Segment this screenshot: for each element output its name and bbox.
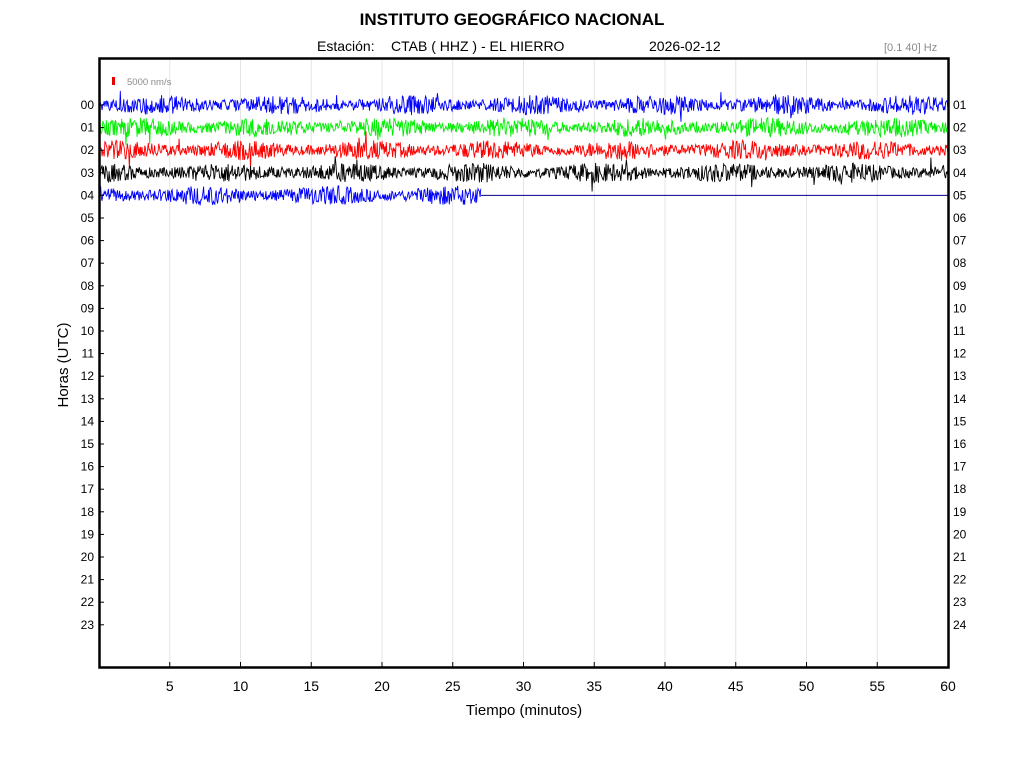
y-tick-label-right: 06 [953,211,967,225]
y-tick-label-left: 06 [81,234,95,248]
x-tick-label: 25 [445,678,461,694]
y-tick-label-right: 08 [953,256,967,270]
x-tick-label: 20 [374,678,390,694]
trace-hour-02 [99,131,949,170]
y-tick-label-right: 03 [953,143,967,157]
y-axis-title: Horas (UTC) [55,322,72,407]
x-tick-label: 50 [799,678,815,694]
y-tick-label-right: 23 [953,595,967,609]
station-name: CTAB ( HHZ ) - EL HIERRO [391,38,565,54]
scale-bar-icon [112,77,115,85]
y-tick-label-left: 07 [81,256,95,270]
station-label: Estación: [317,38,375,54]
x-axis-title: Tiempo (minutos) [466,702,582,719]
y-tick-label-left: 16 [81,460,95,474]
y-tick-label-left: 00 [81,98,95,112]
y-tick-label-right: 13 [953,369,967,383]
y-tick-label-left: 10 [81,324,95,338]
y-tick-label-left: 05 [81,211,95,225]
page-title: INSTITUTO GEOGRÁFICO NACIONAL [359,10,665,29]
filter-band: [0.1 40] Hz [884,42,938,54]
x-tick-label: 35 [586,678,602,694]
y-tick-label-right: 15 [953,414,967,428]
x-tick-label: 30 [516,678,532,694]
x-tick-label: 60 [940,678,956,694]
y-tick-label-left: 20 [81,550,95,564]
y-tick-label-left: 15 [81,437,95,451]
y-tick-label-left: 12 [81,369,95,383]
y-tick-label-right: 24 [953,618,967,632]
trace-hour-03 [99,156,949,192]
y-tick-label-left: 19 [81,527,95,541]
scale-bar-label: 5000 nm/s [127,77,172,88]
y-tick-label-right: 14 [953,392,967,406]
y-tick-label-right: 07 [953,234,967,248]
y-tick-label-left: 13 [81,392,95,406]
y-tick-label-right: 17 [953,460,967,474]
x-tick-label: 40 [657,678,673,694]
y-tick-label-right: 12 [953,347,967,361]
trace-hour-01 [99,116,949,145]
y-tick-label-left: 17 [81,482,95,496]
y-tick-label-right: 16 [953,437,967,451]
y-tick-label-left: 01 [81,121,95,135]
y-tick-label-right: 10 [953,301,967,315]
y-tick-label-left: 21 [81,573,95,587]
grid-lines [169,58,878,668]
y-tick-label-left: 18 [81,505,95,519]
trace-hour-00 [99,90,949,122]
y-tick-label-right: 05 [953,188,967,202]
y-tick-label-right: 22 [953,573,967,587]
y-tick-label-right: 11 [953,324,966,338]
y-tick-label-left: 08 [81,279,95,293]
x-tick-label: 45 [728,678,744,694]
y-tick-label-right: 19 [953,505,967,519]
trace-group [99,90,949,206]
y-tick-label-right: 02 [953,121,967,135]
y-tick-label-right: 21 [953,550,967,564]
y-tick-label-left: 22 [81,595,95,609]
y-tick-label-left: 09 [81,301,95,315]
y-tick-label-left: 23 [81,618,95,632]
y-tick-label-left: 14 [81,414,95,428]
x-tick-label: 15 [303,678,319,694]
x-tick-label: 55 [869,678,885,694]
y-tick-label-right: 18 [953,482,967,496]
y-tick-label-right: 01 [953,98,967,112]
y-tick-label-right: 09 [953,279,967,293]
trace-hour-04 [99,185,482,206]
y-tick-label-left: 11 [82,347,95,361]
axis-ticks [99,104,878,668]
y-tick-label-right: 04 [953,166,967,180]
y-tick-label-left: 04 [81,188,95,202]
x-tick-label: 10 [233,678,249,694]
axis-labels: 5 10 15 20 25 30 35 40 45 50 55 60 00 01 02 03 04 05 06 07 0… [81,98,967,694]
y-tick-label-left: 03 [81,166,95,180]
record-date: 2026-02-12 [649,38,721,54]
y-tick-label-left: 02 [81,143,95,157]
y-tick-label-right: 20 [953,527,967,541]
x-tick-label: 5 [166,678,174,694]
